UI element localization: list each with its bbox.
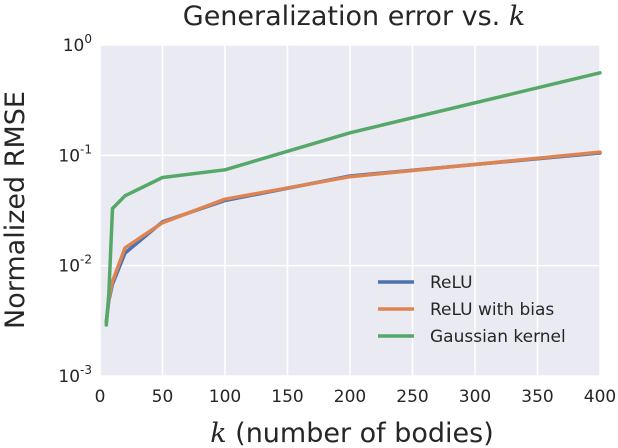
legend-label: ReLU [430, 273, 473, 293]
y-tick-label: 10-1 [58, 142, 92, 166]
y-axis-title: Normalized RMSE [0, 91, 31, 329]
x-tick-label: 200 [334, 387, 366, 407]
legend-label: ReLU with bias [430, 300, 554, 320]
y-tick-labels: 100 10-1 10-2 10-3 [58, 32, 92, 387]
series-lines [104, 71, 602, 327]
x-tick-label: 100 [209, 387, 241, 407]
x-tick-label: 0 [95, 387, 106, 407]
x-axis-variable: k [210, 418, 226, 448]
y-tick-label: 10-2 [58, 253, 92, 277]
x-axis-title: k (number of bodies) [210, 418, 494, 448]
y-tick-label: 10-3 [58, 363, 92, 387]
x-tick-label: 300 [459, 387, 491, 407]
x-tick-label: 150 [271, 387, 303, 407]
y-tick-label: 100 [63, 32, 92, 56]
legend-label: Gaussian kernel [430, 327, 566, 347]
chart-title-variable: k [509, 1, 525, 32]
chart-title: Generalization error vs. k [183, 1, 525, 32]
x-tick-label: 350 [521, 387, 553, 407]
grid [99, 44, 601, 377]
x-tick-label: 400 [584, 387, 616, 407]
legend: ReLU ReLU with bias Gaussian kernel [378, 273, 566, 347]
x-tick-label: 50 [152, 387, 174, 407]
x-tick-labels: 0 50 100 150 200 250 300 350 400 [95, 387, 617, 407]
series-line-2 [104, 71, 602, 327]
x-tick-label: 250 [396, 387, 428, 407]
